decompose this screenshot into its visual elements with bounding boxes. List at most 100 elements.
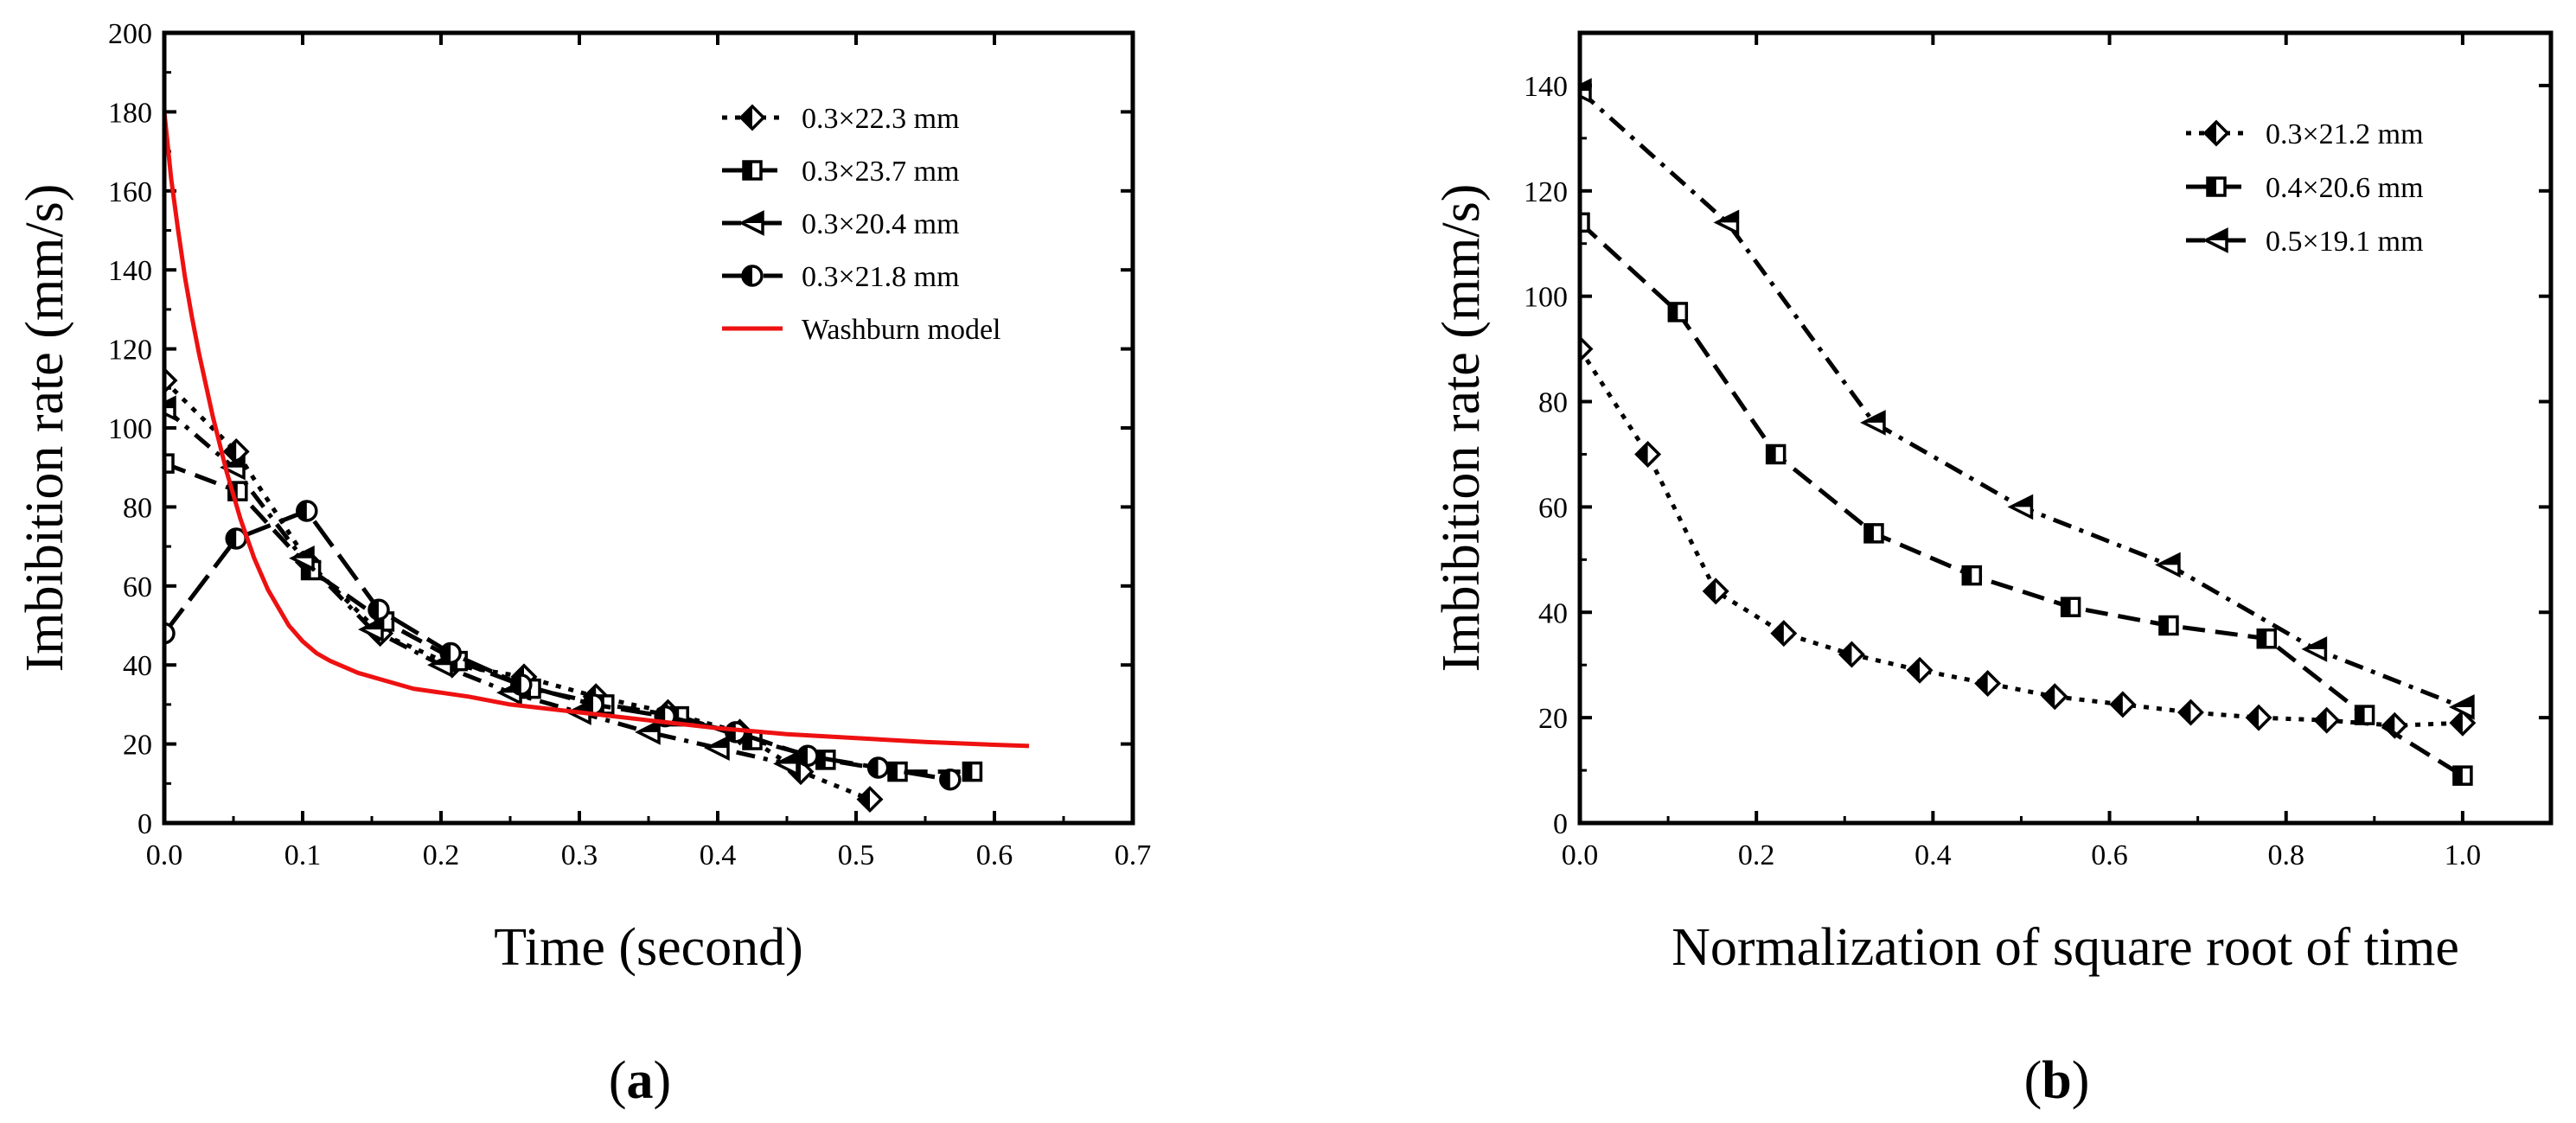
y-tick-label: 20 <box>123 730 152 762</box>
data-point-circle-fill <box>940 769 950 789</box>
legend-label: 0.3×22.3 mm <box>802 103 960 135</box>
data-point-circle-fill <box>441 643 451 663</box>
data-point-circle-fill <box>868 758 879 778</box>
series-washburn-model <box>164 112 1030 749</box>
y-tick-label: 120 <box>108 335 152 367</box>
panel-a-frame <box>162 30 1135 826</box>
series-0-3-21-2-mm <box>1580 335 2477 739</box>
y-tick-label: 140 <box>1524 71 1568 103</box>
data-point-triangle-fill <box>2304 638 2326 649</box>
data-point-triangle-fill <box>1863 412 1884 423</box>
panel-b: 0.0 0.2 0.4 0.6 0.8 1.0 0 20 40 60 80 100 120 140 0.3×… <box>1432 30 2554 1110</box>
data-point-square-fill <box>302 561 311 579</box>
x-tick-label: 0.4 <box>700 839 737 871</box>
panel-b-x-axis-title: Normalization of square root of time <box>1672 918 2459 977</box>
data-point-diamond <box>1580 335 1594 363</box>
y-tick-label: 60 <box>123 571 152 603</box>
data-point-triangle-fill <box>2451 696 2473 707</box>
data-point-square-fill <box>2159 616 2169 635</box>
data-point-diamond-fill <box>1908 659 1921 682</box>
x-tick-label: 0.4 <box>1914 839 1952 871</box>
y-tick-label: 180 <box>108 97 152 129</box>
legend-label: 0.3×20.4 mm <box>802 208 960 240</box>
data-point-circle-fill <box>227 528 237 548</box>
data-point-triangle-fill <box>777 753 797 764</box>
y-tick-label: 120 <box>1524 176 1568 208</box>
data-point-diamond-fill <box>225 440 237 463</box>
y-tick-label: 60 <box>1538 492 1568 524</box>
x-tick-label: 0.7 <box>1115 839 1152 871</box>
data-point-diamond-fill <box>2315 709 2327 732</box>
legend-label: 0.4×20.6 mm <box>2266 172 2424 204</box>
panel-a: 0.0 0.1 0.2 0.3 0.4 0.5 0.6 0.7 0 20 40 60 80 100 120 1… <box>16 18 1151 1110</box>
y-tick-label: 40 <box>1538 597 1568 629</box>
y-tick-label: 0 <box>1553 808 1568 840</box>
legend-label: Washburn model <box>802 314 1001 346</box>
data-point-square-fill <box>1864 524 1874 542</box>
y-tick-label: 140 <box>108 255 152 287</box>
x-tick-label: 0.2 <box>423 839 460 871</box>
data-point-diamond-fill <box>1976 672 1988 695</box>
data-point-square <box>164 453 175 474</box>
data-point-triangle-fill <box>164 398 175 409</box>
series-line <box>164 508 951 782</box>
data-point-triangle-fill <box>1580 80 1590 92</box>
series-line <box>164 112 1030 749</box>
data-point-diamond <box>164 367 178 394</box>
series-0-3-23-7-mm <box>164 453 983 782</box>
data-point-circle <box>164 622 176 645</box>
data-point-square-fill <box>2453 767 2463 785</box>
legend-label: 0.5×19.1 mm <box>2266 226 2424 258</box>
x-tick-label: 0.2 <box>1738 839 1775 871</box>
panel-a-x-axis-title: Time (second) <box>494 918 803 977</box>
data-point-diamond-fill <box>1704 579 1716 603</box>
y-tick-label: 80 <box>1538 387 1568 419</box>
data-point-square-fill <box>2258 629 2267 648</box>
legend-marker-diamond-fill <box>2205 122 2216 144</box>
panel-b-axes: 0.0 0.2 0.4 0.6 0.8 1.0 0 20 40 60 80 100 120 140 <box>1524 33 2551 871</box>
panel-b-y-axis-title: Imbibition rate (mm/s) <box>1432 184 1491 673</box>
data-point-diamond-fill <box>2247 706 2260 730</box>
data-point-square-fill <box>1963 566 1972 584</box>
legend-marker-circle-fill <box>743 266 752 285</box>
data-point-triangle-fill <box>707 737 728 749</box>
legend-marker-diamond-fill <box>741 106 752 129</box>
data-point-square-fill <box>1767 445 1776 463</box>
series-line <box>1580 348 2463 728</box>
x-tick-label: 0.6 <box>2091 839 2128 871</box>
panel-b-frame <box>1577 30 2554 826</box>
y-tick-label: 80 <box>123 492 152 524</box>
legend-marker-square-fill <box>2208 178 2216 195</box>
data-point-diamond-fill <box>2179 701 2191 724</box>
panel-b-label: (b) <box>2024 1051 2090 1110</box>
y-tick-label: 0 <box>137 808 152 840</box>
x-tick-label: 0.5 <box>838 839 875 871</box>
legend-marker-triangle-fill <box>2206 230 2227 240</box>
y-tick-label: 20 <box>1538 703 1568 735</box>
x-tick-label: 0.1 <box>284 839 322 871</box>
data-point-triangle-fill <box>638 721 659 732</box>
legend-marker-square-fill <box>744 162 752 179</box>
x-tick-label: 0.0 <box>146 839 183 871</box>
data-point-diamond-fill <box>1840 643 1852 667</box>
data-point-circle-fill <box>369 600 379 620</box>
panel-a-axes: 0.0 0.1 0.2 0.3 0.4 0.5 0.6 0.7 0 20 40 60 80 100 120 1… <box>108 18 1151 871</box>
data-point-square-fill <box>2061 598 2071 616</box>
data-point-circle-fill <box>297 501 307 520</box>
data-point-circle-fill <box>584 694 593 714</box>
series-0-3-20-4-mm <box>164 395 799 777</box>
data-point-circle-fill <box>798 746 808 766</box>
series-0-3-21-8-mm <box>164 500 962 791</box>
series-line <box>164 406 788 766</box>
data-point-square-fill <box>816 750 826 769</box>
x-tick-label: 0.8 <box>2267 839 2304 871</box>
data-point-square-fill <box>1669 303 1678 321</box>
data-point-square-fill <box>963 762 973 781</box>
legend-marker-triangle-fill <box>742 213 763 223</box>
x-tick-label: 1.0 <box>2445 839 2482 871</box>
legend-label: 0.3×23.7 mm <box>802 156 960 188</box>
series-line <box>1580 220 2464 778</box>
data-point-triangle-fill <box>2157 554 2179 565</box>
x-tick-label: 0.3 <box>561 839 598 871</box>
series-0-5-19-1-mm <box>1580 78 2475 720</box>
